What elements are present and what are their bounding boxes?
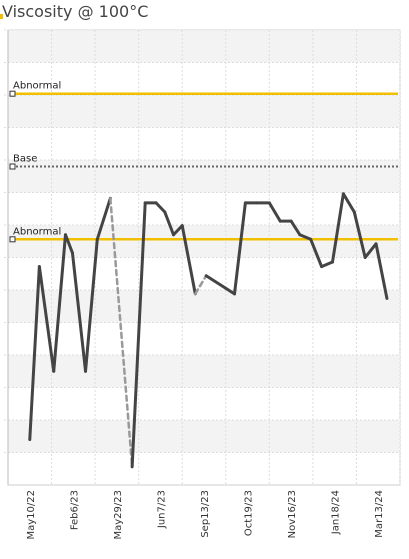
x-axis-ticks: May10/22 Feb6/23 May29/23 Jun7/23 Sep13/23 Oc… [26,490,385,540]
x-tick-label: May10/22 [26,490,37,540]
series-segment [309,237,324,269]
series-segment [204,274,236,296]
grid-band [8,160,400,193]
series-segment [363,242,378,259]
grid-band [8,30,400,63]
series-segment [180,224,197,296]
reference-label: Abnormal [13,226,61,237]
series-segment [298,233,313,241]
series-segment [95,196,112,241]
reference-lines: Abnormal Base Abnormal [9,81,398,243]
series-segment [374,242,389,300]
series-segment [163,210,176,237]
series-segment [130,201,147,469]
x-tick-label: May29/23 [113,490,124,540]
chart-title: Viscosity @ 100°C [2,2,149,21]
x-tick-label: Feb6/23 [69,490,80,530]
series-segment [154,201,167,214]
x-tick-label: Oct19/23 [244,490,255,536]
series-gap-segment [109,197,134,469]
series-segment [37,265,56,373]
x-tick-label: Jan18/24 [331,490,342,535]
x-tick-label: Mar13/24 [374,490,385,538]
series-segment [341,192,356,214]
x-tick-label: Jun7/23 [156,490,167,529]
grid-band [8,420,400,453]
grid-band [8,95,400,128]
x-tick-label: Nov16/23 [287,490,298,538]
reference-marker [9,90,16,97]
x-tick-label: Sep13/23 [200,490,211,538]
reference-label: Abnormal [13,81,61,92]
series-gap-segment [194,274,208,296]
title-marker [0,14,3,19]
grid-band [8,290,400,323]
series-segment [330,192,345,264]
reference-label: Base [13,154,37,165]
series-segment [172,224,184,237]
series-segment [232,201,247,296]
series-lines [28,192,389,469]
series-segment [352,210,367,259]
reference-marker [9,236,16,243]
grid-band [8,355,400,388]
series-segment [52,233,67,373]
series-segment [28,265,41,441]
series-segment [267,201,282,223]
series-segment [63,233,74,255]
series-segment [289,219,302,237]
series-segment [84,237,99,373]
series-segment [320,260,334,269]
reference-marker [9,163,16,170]
series-segment [70,251,88,373]
